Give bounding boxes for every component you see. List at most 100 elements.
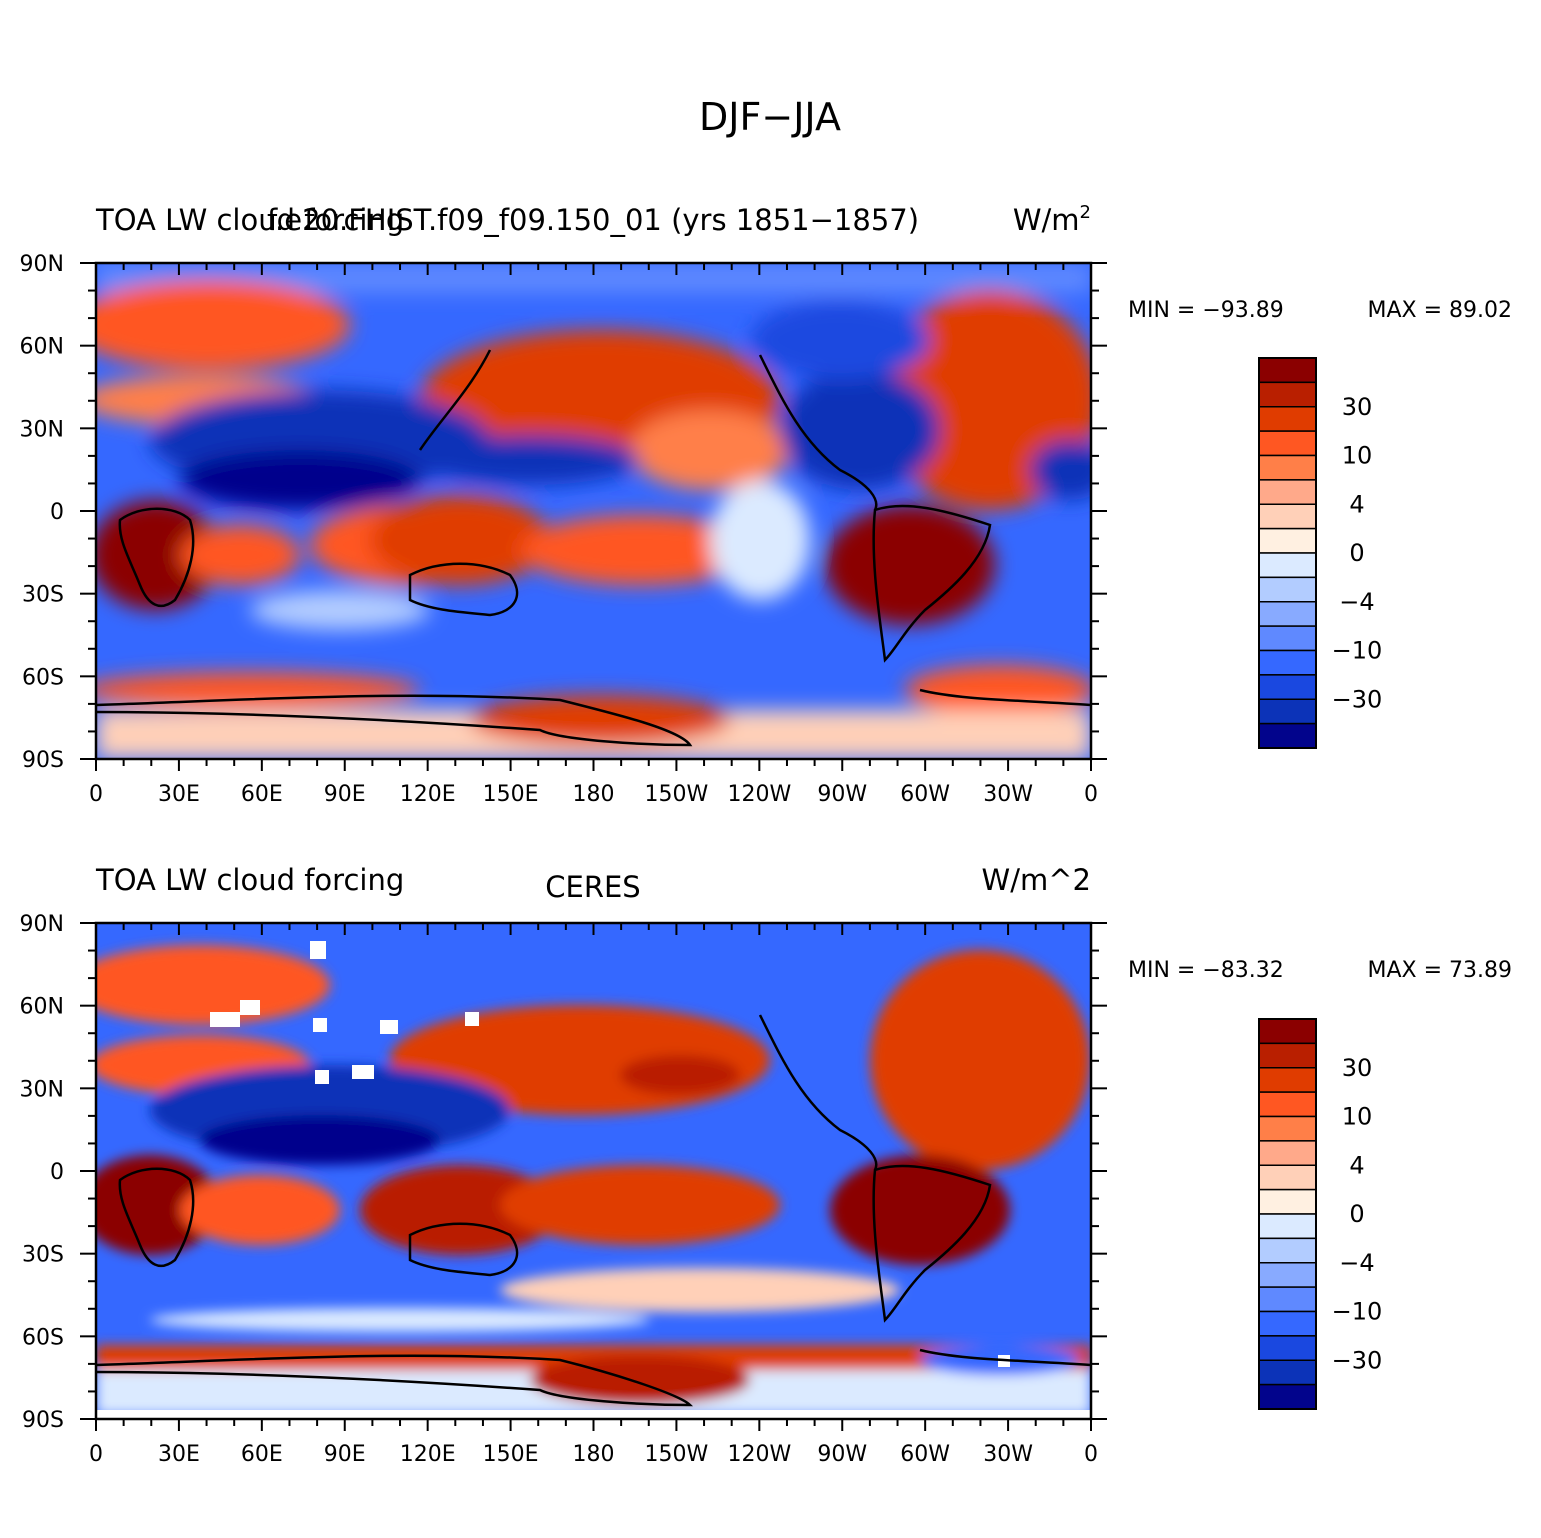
panel-2-units-base: W/m^2: [982, 863, 1091, 897]
colorbar-label: 10: [1342, 1103, 1373, 1131]
x-tick-label: 30W: [983, 782, 1033, 807]
colorbar-swatch: [1258, 503, 1317, 530]
colorbar-frame: [1258, 357, 1317, 749]
colorbar-swatch: [1258, 1237, 1317, 1264]
panel-2: 0 30E 60E 90E 120E 150E 180 150W 120W 90W 60W 30W 0 …: [20, 863, 1512, 1467]
y-tick-label: 0: [50, 500, 64, 525]
colorbar-swatch: [1258, 1213, 1317, 1240]
colorbar-swatch: [1258, 357, 1317, 384]
x-tick-label: 180: [573, 782, 615, 807]
x-tick-label: 120W: [727, 782, 791, 807]
colorbar-label: 4: [1349, 1151, 1364, 1179]
colorbar-swatch: [1258, 1383, 1317, 1410]
panel-2-units: W/m^2: [982, 863, 1091, 897]
colorbar-frame: [1258, 1018, 1317, 1410]
colorbar-swatch: [1258, 406, 1317, 432]
x-tick-label: 120W: [727, 1442, 791, 1467]
colorbar-swatch: [1258, 698, 1317, 725]
colorbar-label: −30: [1332, 685, 1383, 713]
colorbar-label: 10: [1342, 442, 1373, 470]
panel-2-min-label: MIN = −83.32: [1128, 958, 1284, 983]
y-tick-label: 60N: [20, 335, 64, 360]
colorbar-swatch: [1258, 1359, 1317, 1386]
x-tick-label: 90W: [817, 782, 867, 807]
colorbar-swatch: [1258, 552, 1317, 579]
x-tick-label: 60W: [900, 782, 950, 807]
colorbar-swatch: [1258, 381, 1317, 408]
y-tick-label: 90N: [20, 252, 64, 277]
colorbar-label: −4: [1339, 588, 1374, 616]
x-tick-label: 120E: [400, 782, 456, 807]
colorbar-swatch: [1258, 674, 1317, 700]
panel-1-center-title: f.e20.FHIST.f09_f09.150_01 (yrs 1851−185…: [267, 203, 919, 237]
panel-1-max-label: MAX = 89.02: [1367, 298, 1512, 323]
colorbar-2: 30 10 4 0 −4 −10 −30: [1258, 1018, 1383, 1410]
colorbar-label: −10: [1332, 1298, 1383, 1326]
panel-1-min-label: MIN = −93.89: [1128, 298, 1284, 323]
colorbar-swatch: [1258, 1115, 1317, 1142]
colorbar-label: 0: [1349, 539, 1364, 567]
y-ticks-2: 90N 60N 30N 0 30S 60S 90S: [20, 912, 1107, 1433]
panel-1-units-base: W/m: [1013, 203, 1080, 237]
colorbar-swatch: [1258, 1335, 1317, 1361]
x-tick-label: 60E: [241, 782, 283, 807]
x-tick-label: 30E: [158, 782, 200, 807]
colorbar-swatch: [1258, 576, 1317, 603]
panel-2-left-title: TOA LW cloud forcing: [95, 863, 404, 897]
panel-1-units: W/m2: [1013, 202, 1091, 237]
colorbar-label: −30: [1332, 1346, 1383, 1374]
panel-2-center-title: CERES: [545, 870, 640, 904]
x-tick-label: 120E: [400, 1442, 456, 1467]
y-tick-label: 30S: [22, 583, 64, 608]
x-tick-label: 0: [1084, 782, 1098, 807]
x-tick-label: 30E: [158, 1442, 200, 1467]
colorbar-swatch: [1258, 1188, 1317, 1215]
colorbar-swatch: [1258, 625, 1317, 652]
x-tick-label: 60E: [241, 1442, 283, 1467]
x-tick-label: 150W: [645, 1442, 709, 1467]
x-tick-label: 90E: [324, 1442, 366, 1467]
x-tick-label: 180: [573, 1442, 615, 1467]
colorbar-swatch: [1258, 722, 1317, 749]
colorbar-swatch: [1258, 601, 1317, 627]
x-tick-label: 150E: [483, 782, 539, 807]
colorbar-label: 30: [1342, 1054, 1373, 1082]
x-tick-label: 60W: [900, 1442, 950, 1467]
colorbar-swatch: [1258, 649, 1317, 676]
colorbar-label: −10: [1332, 637, 1383, 665]
colorbar-swatch: [1258, 1018, 1317, 1045]
panel-2-max-label: MAX = 73.89: [1367, 958, 1512, 983]
colorbar-label: 30: [1342, 393, 1373, 421]
y-tick-label: 30S: [22, 1243, 64, 1268]
colorbar-swatch: [1258, 454, 1317, 481]
y-tick-label: 0: [50, 1160, 64, 1185]
colorbar-1: 30 10 4 0 −4 −10 −30: [1258, 357, 1383, 749]
x-tick-label: 30W: [983, 1442, 1033, 1467]
colorbar-label: 0: [1349, 1200, 1364, 1228]
colorbar-label: −4: [1339, 1249, 1374, 1277]
colorbar-swatch: [1258, 479, 1317, 505]
figure-title: DJF−JJA: [699, 95, 841, 139]
x-ticks-2: 0 30E 60E 90E 120E 150E 180 150W 120W 90W 60W 30W 0: [89, 923, 1098, 1467]
colorbar-swatch: [1258, 1091, 1317, 1118]
y-ticks-1: 90N 60N 30N 0 30S 60S 90S: [20, 252, 1107, 773]
y-tick-label: 60N: [20, 995, 64, 1020]
x-tick-label: 0: [89, 782, 103, 807]
y-tick-label: 90N: [20, 912, 64, 937]
panel-1: 0 30E 60E 90E 120E 150E 180 150W 120W 90W 60W 30W 0 …: [20, 202, 1512, 807]
colorbar-swatch: [1258, 1262, 1317, 1288]
map-field-2: [96, 923, 1091, 1419]
x-tick-label: 150E: [483, 1442, 539, 1467]
colorbar-swatch: [1258, 527, 1317, 554]
x-tick-label: 90E: [324, 782, 366, 807]
y-tick-label: 90S: [22, 1408, 64, 1433]
panel-1-units-exponent: 2: [1080, 202, 1091, 223]
colorbar-swatch: [1258, 1164, 1317, 1191]
colorbar-label: 4: [1349, 490, 1364, 518]
y-tick-label: 60S: [22, 665, 64, 690]
colorbar-swatch: [1258, 1140, 1317, 1166]
x-ticks-1: 0 30E 60E 90E 120E 150E 180 150W 120W 90W 60W 30W 0: [89, 263, 1098, 807]
map-field-1: [96, 263, 1091, 759]
x-tick-label: 0: [89, 1442, 103, 1467]
